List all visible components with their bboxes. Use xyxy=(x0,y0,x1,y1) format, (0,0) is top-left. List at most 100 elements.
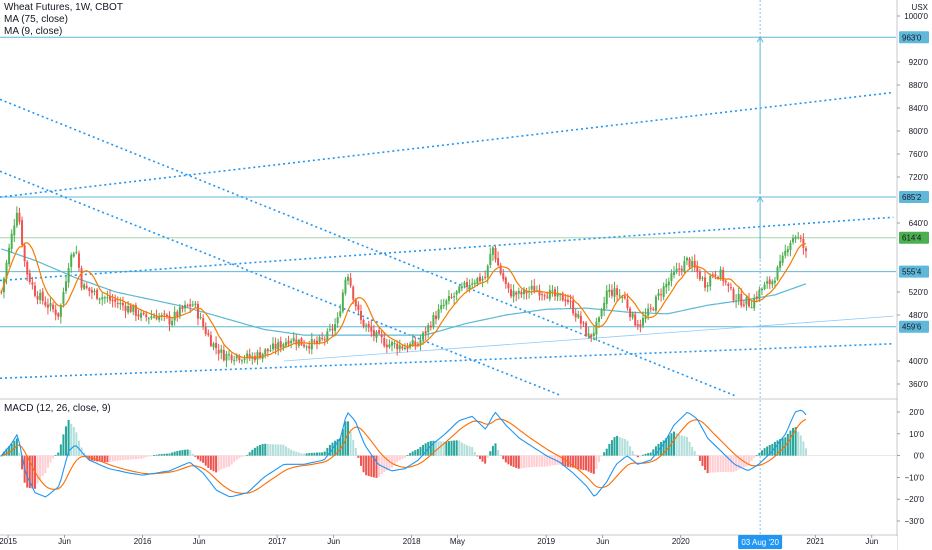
candle-body xyxy=(354,299,357,307)
ma75-legend[interactable]: MA (75, close) xyxy=(4,14,68,25)
macd-line xyxy=(0,409,807,498)
macd-signal-line xyxy=(1,418,807,494)
macd-histogram-bar xyxy=(385,455,388,471)
macd-histogram-bar xyxy=(794,427,797,456)
candle-body xyxy=(753,297,756,309)
macd-histogram-bar xyxy=(414,450,417,456)
macd-histogram-bar xyxy=(748,455,751,465)
price-tick-label: 920'0 xyxy=(909,58,929,67)
candle-body xyxy=(786,249,789,253)
candle-body xyxy=(93,291,96,293)
candle-body xyxy=(124,305,127,312)
candle-body xyxy=(46,304,49,308)
candle-body xyxy=(398,345,401,350)
candle-body xyxy=(654,296,657,311)
time-tick-label: 2017 xyxy=(268,537,286,546)
macd-histogram-bar xyxy=(98,455,101,462)
candle-body xyxy=(634,314,637,326)
candle-body xyxy=(771,281,774,285)
candle-body xyxy=(592,333,595,336)
time-tick-label: Jun xyxy=(327,537,340,546)
candle-body xyxy=(336,317,339,324)
candle-body xyxy=(729,287,732,289)
macd-histogram-bar xyxy=(202,455,205,463)
macd-histogram-bar xyxy=(150,455,153,457)
macd-histogram-bar xyxy=(396,455,399,463)
macd-histogram-bar xyxy=(287,448,290,456)
candle-body xyxy=(502,273,505,280)
candle-body xyxy=(321,337,324,339)
time-tick-label: Jun xyxy=(58,537,71,546)
macd-histogram-bar xyxy=(440,441,443,456)
macd-tick-label: −30'0 xyxy=(904,517,924,526)
macd-histogram-bar xyxy=(517,455,520,469)
macd-histogram-bar xyxy=(652,449,655,456)
macd-histogram-bar xyxy=(391,455,394,468)
macd-histogram-bar xyxy=(616,435,619,456)
candle-body xyxy=(590,334,593,337)
candle-body xyxy=(704,277,707,288)
candle-body xyxy=(39,292,42,301)
candle-body xyxy=(101,297,104,300)
macd-histogram-bar xyxy=(789,430,792,456)
candle-body xyxy=(678,268,681,270)
macd-histogram-bar xyxy=(735,455,738,471)
candle-body xyxy=(279,341,282,348)
macd-histogram-bar xyxy=(556,455,559,465)
candle-body xyxy=(158,315,161,320)
candle-body xyxy=(665,283,668,288)
candle-body xyxy=(248,354,251,359)
macd-histogram-bar xyxy=(416,449,419,456)
candle-body xyxy=(530,285,533,290)
candle-body xyxy=(768,279,771,284)
candle-body xyxy=(579,315,582,324)
candle-body xyxy=(259,352,262,359)
macd-histogram-bar xyxy=(623,438,626,456)
symbol-title[interactable]: Wheat Futures, 1W, CBOT xyxy=(4,2,123,13)
candle-body xyxy=(134,305,137,316)
macd-histogram-bar xyxy=(215,455,218,473)
trendlines xyxy=(0,91,894,397)
macd-histogram-bar xyxy=(559,455,562,465)
macd-histogram-bar xyxy=(248,452,251,456)
candle-body xyxy=(711,274,714,276)
macd-histogram-bar xyxy=(75,432,78,456)
candle-body xyxy=(631,313,634,318)
candle-body xyxy=(766,281,769,284)
candle-body xyxy=(140,313,143,318)
macd-histogram-bar xyxy=(579,455,582,470)
macd-histogram-bar xyxy=(259,445,262,456)
candle-body xyxy=(305,346,308,348)
candle-body xyxy=(388,344,391,348)
ma75-line xyxy=(1,248,807,336)
macd-histogram-bar xyxy=(605,448,608,456)
macd-histogram-bar xyxy=(512,455,515,467)
candle-body xyxy=(70,254,73,267)
ma9-legend[interactable]: MA (9, close) xyxy=(4,26,63,37)
candle-body xyxy=(510,289,513,297)
price-tag xyxy=(899,191,929,204)
macd-histogram-bar xyxy=(375,455,378,478)
macd-histogram-bar xyxy=(585,455,588,471)
macd-histogram-bar xyxy=(680,435,683,456)
candle-body xyxy=(577,314,580,318)
date-tag xyxy=(738,535,783,549)
ma75-polyline xyxy=(1,248,807,336)
macd-histogram-bar xyxy=(315,452,318,456)
candle-body xyxy=(546,296,549,298)
candle-body xyxy=(41,291,44,301)
candle-body xyxy=(644,315,647,319)
candle-body xyxy=(77,253,80,268)
candle-body xyxy=(626,299,629,308)
macd-histogram-bar xyxy=(779,439,782,456)
macd-histogram-bar xyxy=(52,455,55,459)
macd-histogram-bar xyxy=(768,445,771,456)
macd-histogram-bar xyxy=(429,440,432,456)
macd-histogram-bar xyxy=(463,444,466,456)
macd-legend[interactable]: MACD (12, 26, close, 9) xyxy=(4,403,111,414)
macd-histogram-bar xyxy=(481,455,484,462)
macd-histogram-bar xyxy=(124,455,127,460)
macd-histogram-bar xyxy=(675,433,678,456)
candle-body xyxy=(727,283,730,287)
